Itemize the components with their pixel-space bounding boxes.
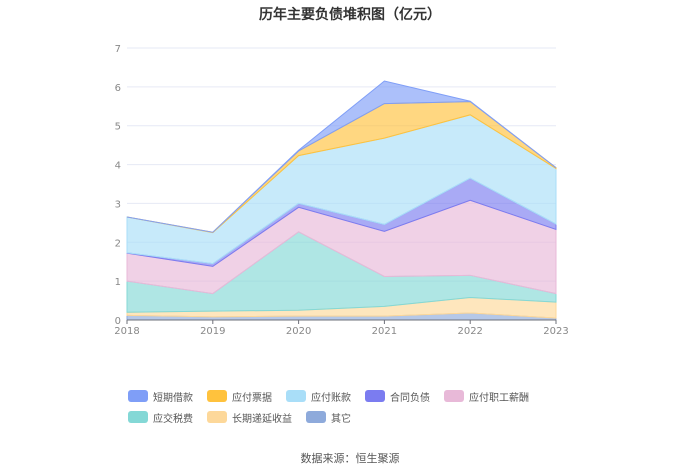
x-tick-label: 2018 — [114, 326, 139, 337]
y-tick-label: 7 — [115, 44, 121, 55]
chart-title: 历年主要负债堆积图（亿元） — [259, 7, 441, 23]
legend-item[interactable]: 应交税费 — [128, 410, 193, 425]
legend-item[interactable]: 短期借款 — [128, 389, 193, 404]
y-tick-label: 3 — [115, 199, 121, 210]
y-tick-label: 2 — [115, 238, 121, 249]
legend-swatch — [286, 390, 306, 402]
legend-item[interactable]: 应付职工薪酬 — [444, 389, 529, 404]
y-tick-label: 5 — [115, 122, 121, 133]
legend-swatch — [207, 411, 227, 423]
legend-label: 其它 — [331, 413, 351, 425]
x-tick-label: 2021 — [372, 326, 397, 337]
y-tick-label: 6 — [115, 83, 121, 94]
legend-label: 合同负债 — [390, 392, 430, 404]
y-tick-label: 1 — [115, 277, 121, 288]
legend-label: 短期借款 — [153, 392, 193, 404]
legend: 短期借款 应付票据 应付账款 合同负债 应付职工薪酬应交税费 长期递延收益 其它 — [128, 389, 588, 431]
legend-item[interactable]: 长期递延收益 — [207, 410, 292, 425]
x-tick-label: 2023 — [543, 326, 568, 337]
legend-item[interactable]: 应付账款 — [286, 389, 351, 404]
y-tick-label: 0 — [115, 316, 121, 327]
source-note: 数据来源：恒生聚源 — [300, 452, 400, 465]
legend-label: 应交税费 — [153, 413, 193, 425]
legend-swatch — [207, 390, 227, 402]
legend-label: 应付职工薪酬 — [469, 392, 529, 404]
legend-swatch — [306, 411, 326, 423]
legend-label: 应付账款 — [311, 392, 351, 404]
legend-swatch — [365, 390, 385, 402]
legend-swatch — [128, 411, 148, 423]
legend-item[interactable]: 合同负债 — [365, 389, 430, 404]
plot-area: 0 1 2 3 4 5 6 7 2018 2019 2020 2021 2022 2023 — [114, 44, 568, 337]
legend-swatch — [444, 390, 464, 402]
x-tick-label: 2022 — [457, 326, 482, 337]
area-7 — [126, 80, 557, 233]
legend-swatch — [128, 390, 148, 402]
x-tick-label: 2019 — [200, 326, 225, 337]
legend-label: 长期递延收益 — [232, 413, 292, 425]
x-tick-label: 2020 — [286, 326, 311, 337]
legend-item[interactable]: 其它 — [306, 410, 351, 425]
legend-label: 应付票据 — [232, 392, 272, 404]
y-tick-label: 4 — [115, 161, 121, 172]
legend-item[interactable]: 应付票据 — [207, 389, 272, 404]
